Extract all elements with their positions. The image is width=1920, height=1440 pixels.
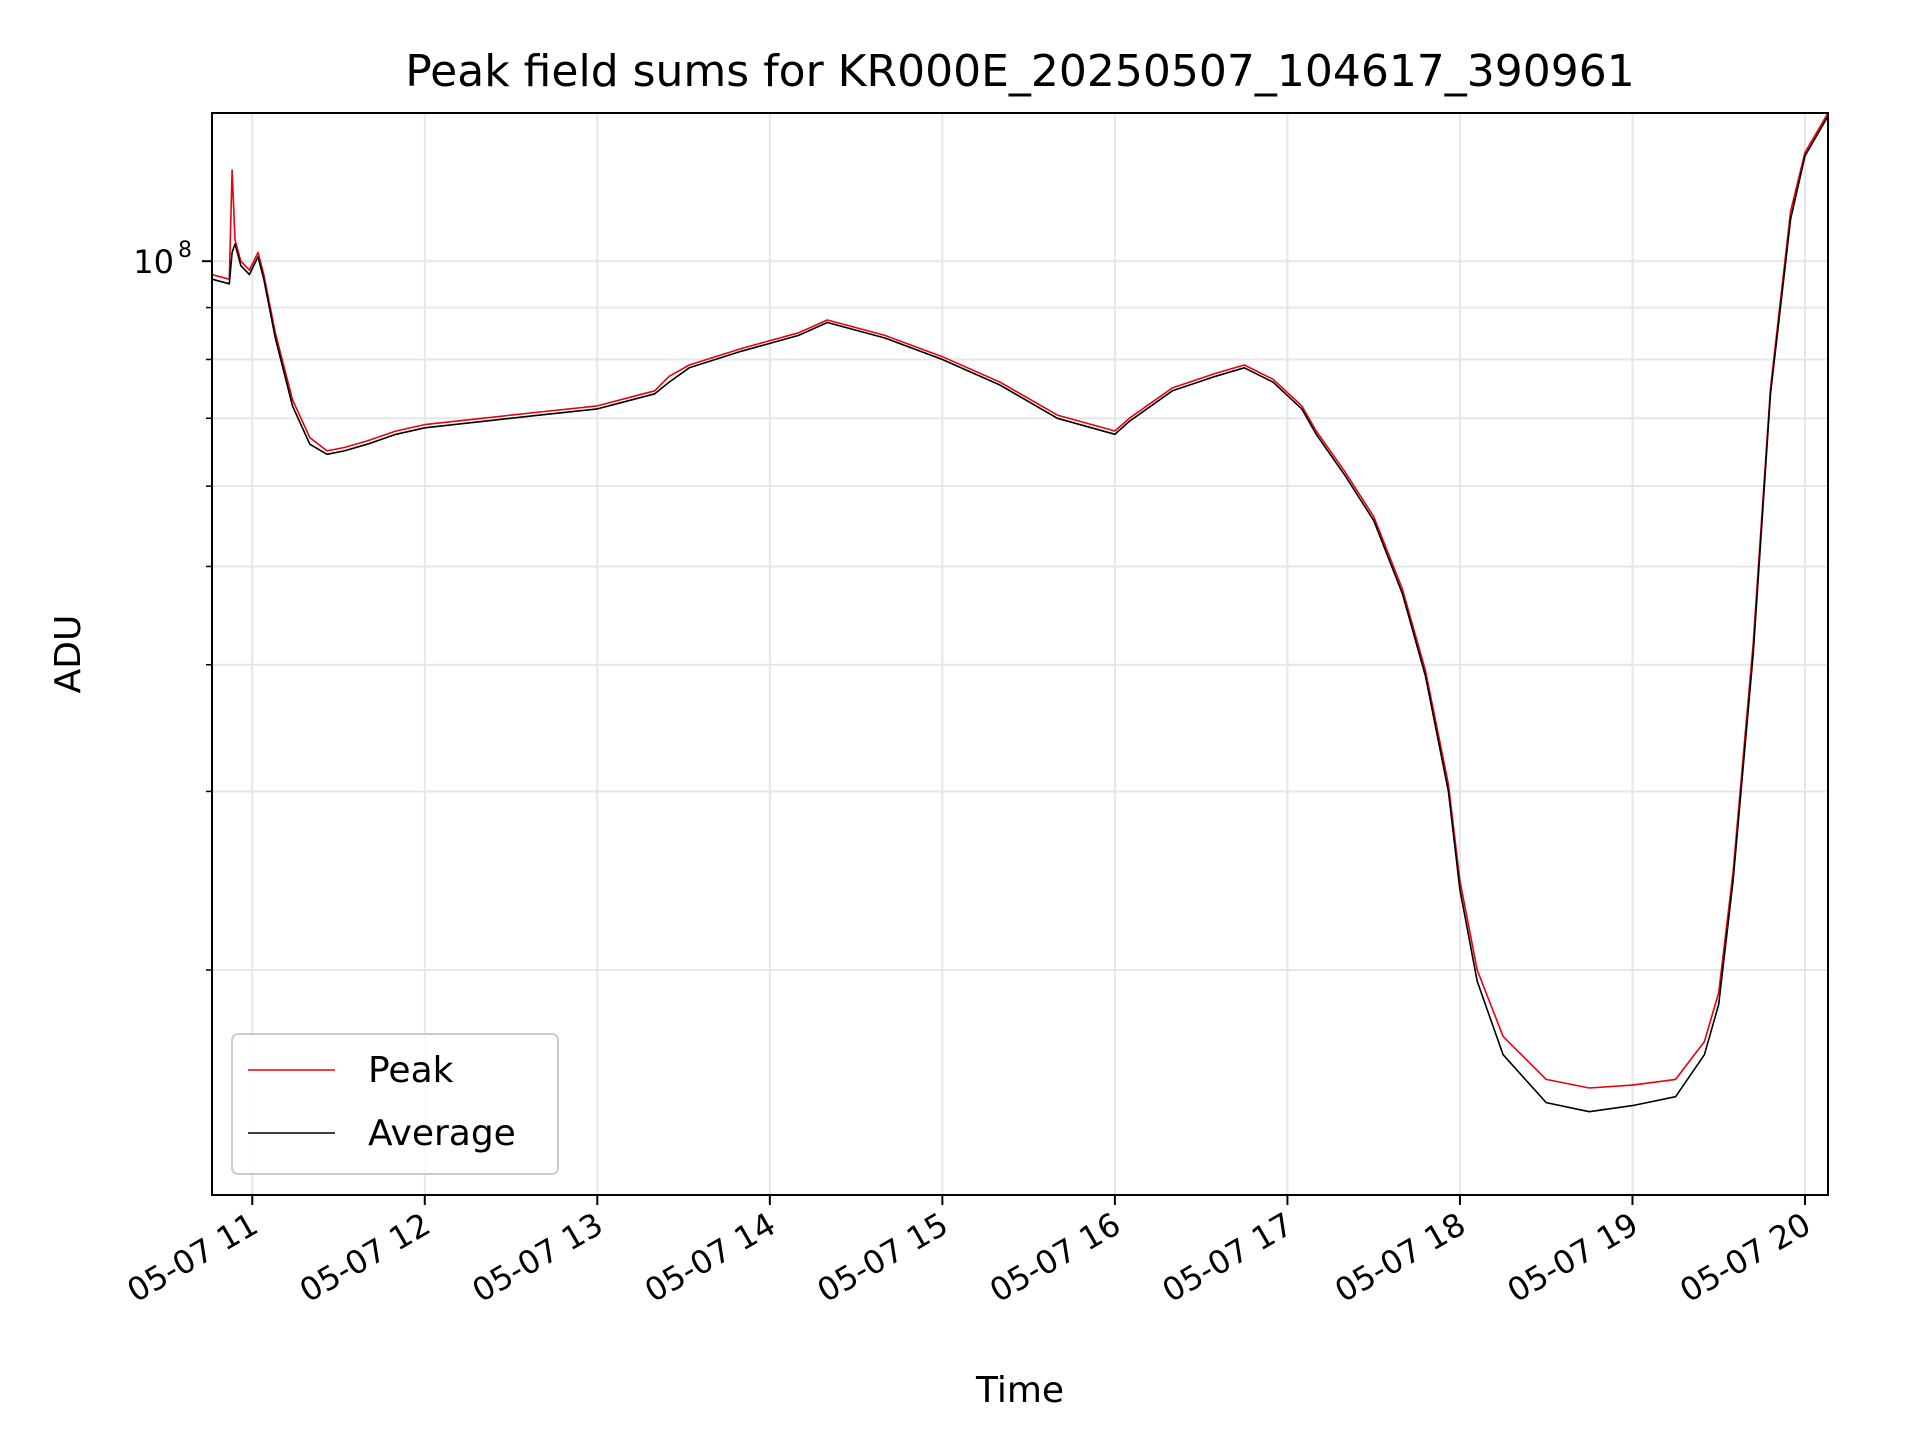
y-axis-label: ADU (48, 615, 89, 694)
x-tick-label: 05-07 20 (1673, 1205, 1817, 1310)
x-tick-label: 05-07 13 (466, 1205, 610, 1310)
plot-frame (211, 112, 1829, 1196)
chart-title: Peak field sums for KR000E_20250507_1046… (405, 46, 1635, 97)
legend-peak-label: Peak (368, 1050, 454, 1091)
legend-average-label: Average (368, 1113, 516, 1154)
x-axis-label: Time (975, 1370, 1064, 1411)
y-axis: 10 8 (133, 238, 212, 971)
y-major-tick-label: 10 (133, 243, 174, 281)
x-axis: 05-07 11 05-07 12 05-07 13 05-07 14 05-07 15… (121, 1195, 1817, 1310)
x-tick-label: 05-07 17 (1156, 1205, 1300, 1310)
series-lines (211, 112, 1829, 1113)
legend: Peak Average (231, 1033, 559, 1175)
series-line-peak (211, 112, 1829, 1089)
x-tick-label: 05-07 14 (638, 1205, 782, 1310)
grid (212, 113, 1828, 1195)
y-major-tick-exponent: 8 (178, 238, 192, 263)
legend-box (231, 1033, 559, 1175)
x-tick-label: 05-07 11 (121, 1205, 265, 1310)
x-tick-label: 05-07 19 (1501, 1205, 1645, 1310)
x-tick-label: 05-07 15 (811, 1205, 955, 1310)
x-tick-label: 05-07 16 (983, 1205, 1127, 1310)
series-line-average (211, 115, 1829, 1113)
x-tick-label: 05-07 12 (293, 1205, 437, 1310)
x-tick-label: 05-07 18 (1328, 1205, 1472, 1310)
